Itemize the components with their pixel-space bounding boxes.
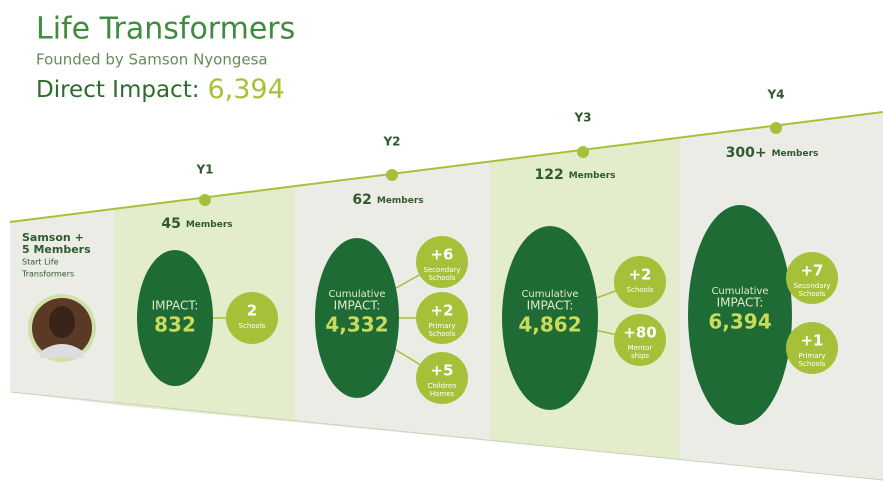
outcome-value: +80 — [623, 324, 656, 342]
outcome-label: Secondary — [793, 282, 830, 290]
timeline-dot — [199, 194, 211, 206]
outcome-label: Schools — [799, 290, 826, 298]
outcome-label: Schools — [239, 322, 266, 330]
direct-impact: Direct Impact: 6,394 — [36, 74, 285, 105]
outcome-value: +7 — [800, 262, 823, 280]
year-label: Y2 — [382, 135, 400, 149]
outcome-label: Mentor — [628, 344, 653, 352]
outcome-value: +1 — [800, 332, 823, 350]
members-count: 300+ — [726, 145, 767, 161]
title: Life Transformers — [36, 12, 295, 47]
page: {"header":{"title":"Life Transformers","… — [0, 0, 883, 504]
year-label: Y4 — [766, 88, 784, 102]
impact-value: 4,332 — [325, 313, 388, 337]
photo — [28, 294, 96, 362]
subtitle: Founded by Samson Nyongesa — [36, 51, 268, 69]
impact-label: IMPACT: — [334, 299, 381, 313]
outcome-value: +5 — [430, 362, 453, 380]
face — [49, 306, 75, 338]
impact-label: IMPACT: — [717, 296, 764, 310]
impact-value: 832 — [154, 313, 196, 337]
members-count: 62 — [352, 192, 371, 208]
members-unit: Members — [772, 149, 819, 159]
outcome-label: Schools — [429, 330, 456, 338]
members-count: 45 — [161, 216, 180, 232]
outcome-value: +2 — [430, 302, 453, 320]
outcome-label: Secondary — [423, 266, 460, 274]
members-unit: Members — [186, 220, 233, 230]
impact-value: 4,862 — [518, 313, 581, 337]
outcome-label: Homes — [430, 390, 455, 398]
impact-label: IMPACT: — [527, 299, 574, 313]
timeline-dot — [386, 169, 398, 181]
outcome-value: +2 — [628, 266, 651, 284]
outcome-label: ships — [631, 352, 649, 360]
members-unit: Members — [377, 196, 424, 206]
impact-label: IMPACT: — [152, 299, 199, 313]
impact-value: 6,394 — [207, 74, 284, 105]
members-unit: Members — [569, 171, 616, 181]
members-count: 122 — [534, 167, 563, 183]
impact-value: 6,394 — [708, 310, 771, 334]
timeline-dot — [577, 146, 589, 158]
outcome-label: Children — [427, 382, 456, 390]
start-text: Start Life — [22, 258, 59, 267]
timeline-dot — [770, 122, 782, 134]
start-text: Transformers — [21, 270, 74, 279]
outcome-label: Schools — [627, 286, 654, 294]
start-text: 5 Members — [22, 243, 91, 256]
outcome-value: 2 — [247, 302, 257, 320]
outcome-value: +6 — [430, 246, 453, 264]
outcome-label: Schools — [799, 360, 826, 368]
outcome-label: Schools — [429, 274, 456, 282]
infographic: Life Transformers Founded by Samson Nyon… — [0, 0, 883, 504]
year-label: Y1 — [195, 163, 213, 177]
outcome-label: Primary — [798, 352, 825, 360]
year-label: Y3 — [573, 111, 591, 125]
impact-label: Direct Impact: — [36, 77, 199, 103]
outcome-label: Primary — [428, 322, 455, 330]
